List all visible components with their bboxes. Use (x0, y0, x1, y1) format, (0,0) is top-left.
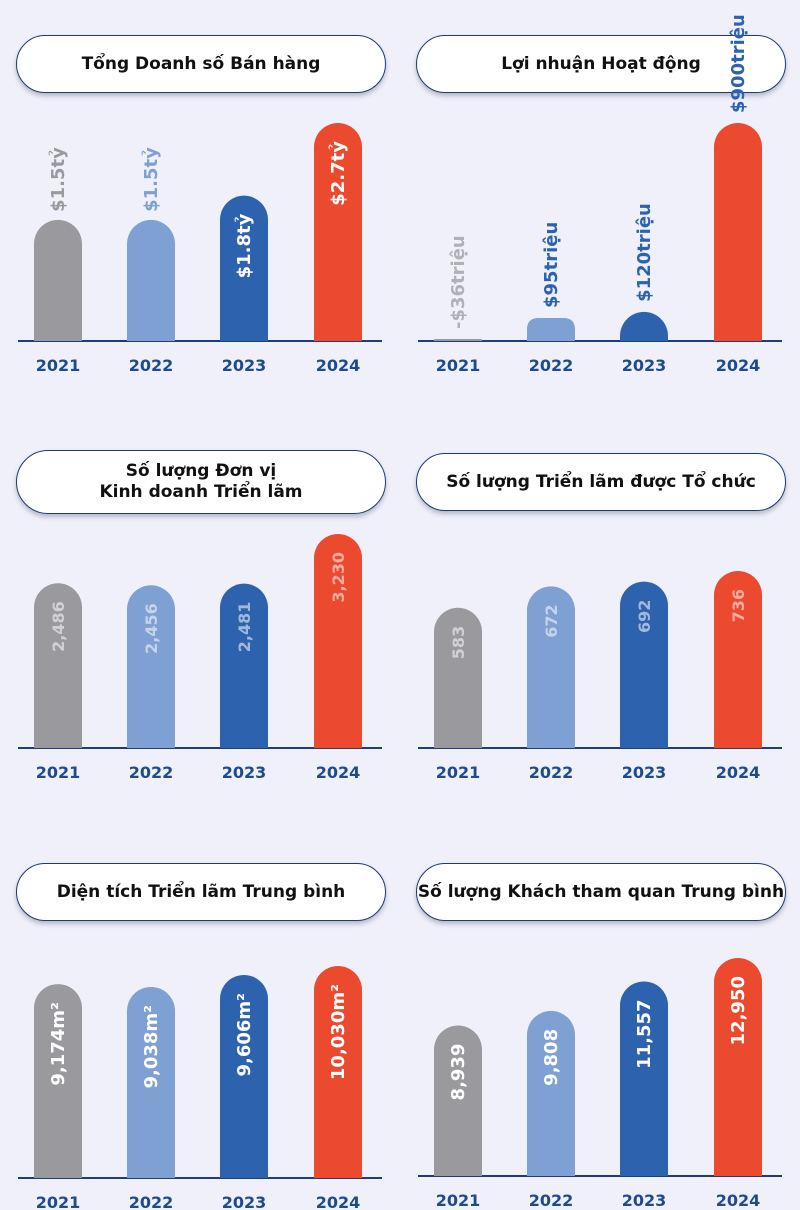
panel-exhibitor-count: Số lượng Đơn vị Kinh doanh Triển lãm 2,4… (0, 405, 400, 805)
value-label-2024: $900triệu (728, 14, 749, 113)
tick-label-2023: 2023 (622, 356, 667, 375)
tick-label-2021: 2021 (36, 763, 81, 782)
bar-2023 (220, 583, 268, 748)
tick-label-2023: 2023 (222, 1193, 267, 1210)
tick-label-2022: 2022 (129, 763, 174, 782)
bar-chart-average-area: 9,174m² 2021 9,038m² 2022 9,606m² 2023 10,030m… (18, 966, 382, 1210)
panel-operating-profit: Lợi nhuận Hoạt động -$36triệu 2021 $95triệ… (400, 0, 800, 400)
tick-label-2024: 2024 (316, 356, 361, 375)
tick-label-2023: 2023 (222, 356, 267, 375)
tick-label-2022: 2022 (529, 1191, 574, 1210)
bar-2021 (434, 607, 482, 748)
value-label-2023: 2,481 (235, 602, 254, 653)
bar-2021 (434, 1025, 482, 1176)
tick-label-2021: 2021 (36, 1193, 81, 1210)
panel-exhibitions-held: Số lượng Triển lãm được Tổ chức 583 2021 6… (400, 405, 800, 805)
chart-title-line-2: Kinh doanh Triển lãm (99, 482, 303, 502)
chart-title-text: Số lượng Khách tham quan Trung bình (417, 881, 785, 902)
chart-title: Lợi nhuận Hoạt động (416, 35, 786, 93)
bar-2023 (620, 981, 668, 1176)
bar-2022 (527, 1010, 575, 1176)
bar-2024 (314, 966, 362, 1178)
value-label-2022: 9,038m² (141, 1005, 162, 1089)
value-label-2022: 672 (542, 604, 561, 637)
tick-label-2021: 2021 (436, 763, 481, 782)
chart-title: Số lượng Triển lãm được Tổ chức (416, 453, 786, 511)
bar-2021 (434, 339, 482, 341)
tick-label-2023: 2023 (622, 1191, 667, 1210)
value-label-2024: 10,030m² (328, 984, 349, 1080)
tick-label-2021: 2021 (436, 1191, 481, 1210)
bar-chart-exhibitions-held: 583 2021 672 2022 692 2023 736 2024 (418, 571, 782, 782)
bar-2024 (714, 958, 762, 1176)
chart-title: Diện tích Triển lãm Trung bình (16, 863, 386, 921)
bar-2023 (220, 195, 268, 341)
bar-chart-exhibitor-count: 2,486 2021 2,456 2022 2,481 2023 3,230 2024 (18, 534, 382, 782)
tick-label-2024: 2024 (316, 1193, 361, 1210)
value-label-2021: 2,486 (49, 601, 68, 652)
tick-label-2022: 2022 (529, 356, 574, 375)
chart-title-text: Số lượng Triển lãm được Tổ chức (446, 471, 756, 492)
tick-label-2021: 2021 (36, 356, 81, 375)
value-label-2023: 11,557 (634, 999, 655, 1068)
value-label-2024: $2.7tỷ (328, 141, 349, 206)
bar-2022 (527, 317, 575, 341)
panel-average-area: Diện tích Triển lãm Trung bình 9,174m² 20… (0, 810, 400, 1210)
value-label-2021: 583 (449, 626, 468, 659)
bar-2021 (34, 583, 82, 748)
panel-average-visitors: Số lượng Khách tham quan Trung bình 8,93… (400, 810, 800, 1210)
value-label-2022: 9,808 (541, 1029, 562, 1086)
chart-title-line-1: Số lượng Đơn vị (125, 461, 277, 481)
tick-label-2021: 2021 (436, 356, 481, 375)
bar-2021 (34, 984, 82, 1178)
chart-title-text: Tổng Doanh số Bán hàng (81, 53, 321, 74)
tick-label-2023: 2023 (622, 763, 667, 782)
value-label-2024: 736 (729, 589, 748, 622)
value-label-2024: 3,230 (329, 552, 348, 603)
bar-chart-average-visitors: 8,939 2021 9,808 2022 11,557 2023 12,950 2024 (418, 958, 782, 1210)
tick-label-2022: 2022 (129, 1193, 174, 1210)
value-label-2022: 2,456 (142, 603, 161, 654)
tick-label-2024: 2024 (716, 1191, 761, 1210)
chart-title-text: Diện tích Triển lãm Trung bình (56, 881, 346, 902)
tick-label-2024: 2024 (716, 763, 761, 782)
chart-title: Số lượng Đơn vị Kinh doanh Triển lãm (16, 450, 386, 514)
value-label-2023: 9,606m² (234, 993, 255, 1077)
bar-2024 (314, 123, 362, 341)
value-label-2022: $95triệu (541, 222, 562, 308)
bar-2023 (620, 311, 668, 341)
value-label-2022: $1.5tỷ (141, 147, 162, 212)
bar-2022 (527, 586, 575, 748)
bar-2022 (127, 986, 175, 1178)
tick-label-2024: 2024 (316, 763, 361, 782)
bar-2023 (220, 974, 268, 1178)
tick-label-2022: 2022 (129, 356, 174, 375)
tick-label-2023: 2023 (222, 763, 267, 782)
bar-2023 (620, 581, 668, 748)
bar-2021 (34, 219, 82, 341)
chart-title-text: Lợi nhuận Hoạt động (501, 53, 701, 74)
chart-title: Tổng Doanh số Bán hàng (16, 35, 386, 93)
value-label-2021: -$36triệu (448, 235, 469, 329)
bar-2022 (127, 585, 175, 748)
bar-2024 (714, 571, 762, 748)
panel-total-sales: Tổng Doanh số Bán hàng $1.5tỷ 2021 $1.5tỷ 2… (0, 0, 400, 400)
value-label-2021: 9,174m² (48, 1002, 69, 1086)
bar-2024 (314, 534, 362, 748)
value-label-2021: $1.5tỷ (48, 147, 69, 212)
bar-chart-total-sales: $1.5tỷ 2021 $1.5tỷ 2022 $1.8tỷ 2023 $2.7tỷ 2024 (18, 123, 382, 375)
bar-chart-operating-profit: -$36triệu 2021 $95triệu 2022 $120triệu 2023 $9… (418, 14, 782, 375)
tick-label-2024: 2024 (716, 356, 761, 375)
value-label-2023: 692 (635, 600, 654, 633)
value-label-2023: $1.8tỷ (234, 213, 255, 278)
value-label-2021: 8,939 (448, 1044, 469, 1101)
bar-2022 (127, 219, 175, 341)
bar-2024 (714, 123, 762, 341)
chart-title: Số lượng Khách tham quan Trung bình (416, 863, 786, 921)
value-label-2023: $120triệu (634, 203, 655, 302)
value-label-2024: 12,950 (728, 976, 749, 1045)
tick-label-2022: 2022 (529, 763, 574, 782)
